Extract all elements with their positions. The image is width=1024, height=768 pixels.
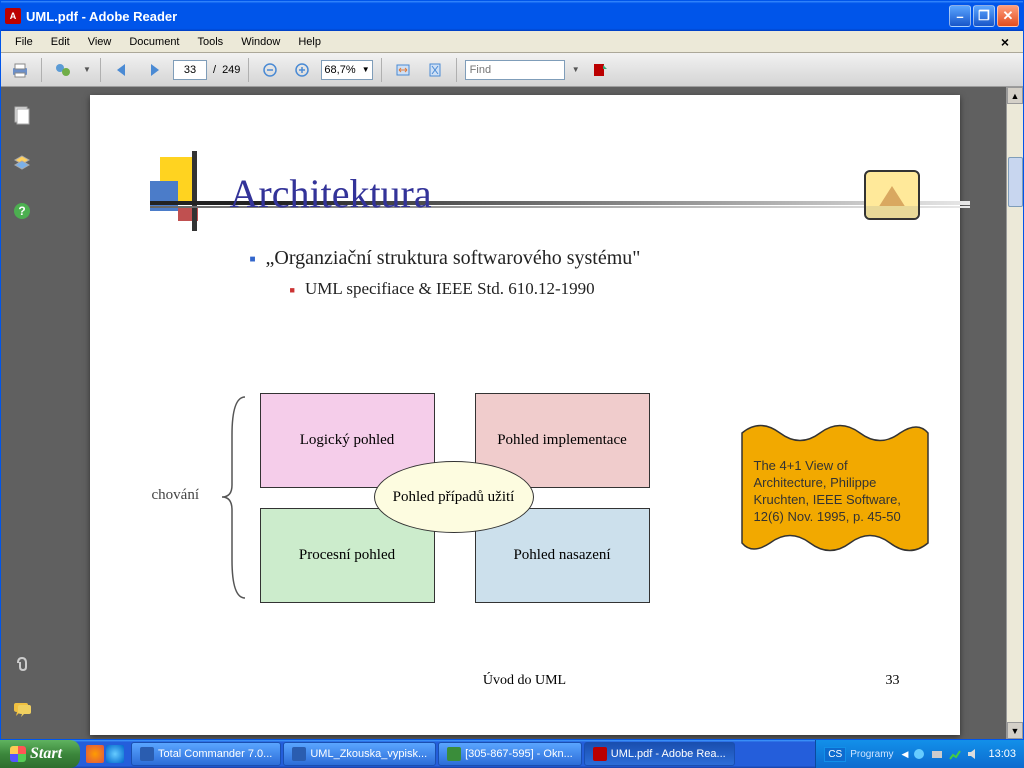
slide-footer-page: 33 [886,673,900,689]
zoom-select[interactable]: 68,7% ▼ [321,60,372,80]
app-icon: A [5,8,21,24]
note-text: The 4+1 View of Architecture, Philippe K… [754,458,920,526]
close-doc-button[interactable]: × [993,32,1017,52]
pages-panel-icon[interactable] [10,103,34,127]
menu-view[interactable]: View [80,34,120,50]
menubar: File Edit View Document Tools Window Hel… [1,31,1023,53]
scroll-up-button[interactable]: ▲ [1007,87,1023,104]
scroll-thumb[interactable] [1008,157,1023,207]
firefox-icon[interactable] [86,745,104,763]
volume-icon[interactable] [966,747,980,761]
prev-page-button[interactable] [109,57,135,83]
sidebar: ? [1,87,43,739]
menu-help[interactable]: Help [290,34,329,50]
titlebar[interactable]: A UML.pdf - Adobe Reader – ❐ ✕ [1,1,1023,31]
svg-text:?: ? [18,204,25,218]
slide-footer-center: Úvod do UML [483,673,566,689]
ie-icon[interactable] [106,745,124,763]
task-item[interactable]: UML_Zkouska_vypisk... [283,742,436,766]
scroll-down-button[interactable]: ▼ [1007,722,1023,739]
box-usecase: Pohled případů užití [374,461,534,533]
slide-title: Architektura [230,170,432,217]
reference-note: The 4+1 View of Architecture, Philippe K… [740,413,930,563]
behaviour-label: chování [152,487,199,504]
pyramid-icon [864,170,920,220]
menu-edit[interactable]: Edit [43,34,78,50]
window-title: UML.pdf - Adobe Reader [26,9,949,24]
fit-width-button[interactable] [390,57,416,83]
views-diagram: Logický pohled Pohled implementace Proce… [260,393,650,603]
tray-expand-icon[interactable]: ◀ [902,749,909,760]
vertical-scrollbar[interactable]: ▲ ▼ [1006,87,1023,739]
toolbar: ▼ / 249 68,7% ▼ ▼ [1,53,1023,87]
menu-tools[interactable]: Tools [190,34,232,50]
bullet-2: UML specifiace & IEEE Std. 610.12-1990 [290,279,595,299]
zoom-in-button[interactable] [289,57,315,83]
close-button[interactable]: ✕ [997,5,1019,27]
app-window: A UML.pdf - Adobe Reader – ❐ ✕ File Edit… [0,0,1024,740]
pdf-button[interactable] [587,57,613,83]
fit-page-button[interactable] [422,57,448,83]
pdf-page: Architektura „Organziační struktura soft… [90,95,960,735]
layers-panel-icon[interactable] [10,151,34,175]
taskbar: Start Total Commander 7.0... UML_Zkouska… [0,740,1024,768]
zoom-out-button[interactable] [257,57,283,83]
comments-panel-icon[interactable] [10,699,34,723]
task-item[interactable]: [305-867-595] - Okn... [438,742,582,766]
page-total: 249 [222,64,240,76]
system-tray: CS Programy ◀ 13:03 [815,740,1024,768]
clock[interactable]: 13:03 [988,748,1016,760]
tray-icon[interactable] [912,747,926,761]
task-item-active[interactable]: UML.pdf - Adobe Rea... [584,742,735,766]
task-item[interactable]: Total Commander 7.0... [131,742,281,766]
menu-file[interactable]: File [7,34,41,50]
page-input[interactable] [173,60,207,80]
bullet-1: „Organziační struktura softwarového syst… [250,247,641,270]
maximize-button[interactable]: ❐ [973,5,995,27]
language-indicator[interactable]: CS [824,747,846,762]
minimize-button[interactable]: – [949,5,971,27]
next-page-button[interactable] [141,57,167,83]
quick-launch [80,745,130,763]
brace-icon [220,395,250,600]
page-sep: / [213,64,216,76]
start-button[interactable]: Start [0,740,80,768]
document-area[interactable]: Architektura „Organziační struktura soft… [43,87,1006,739]
tray-icon[interactable] [930,747,944,761]
collab-dropdown[interactable]: ▼ [82,65,92,74]
tray-label[interactable]: Programy [850,749,893,760]
menu-window[interactable]: Window [233,34,288,50]
menu-document[interactable]: Document [121,34,187,50]
find-input[interactable] [465,60,565,80]
slide-logo [150,151,230,231]
find-dropdown[interactable]: ▼ [571,65,581,74]
help-panel-icon[interactable]: ? [10,199,34,223]
print-button[interactable] [7,57,33,83]
content-area: ? Architektura „Organziační struktura so… [1,87,1023,739]
tray-icon[interactable] [948,747,962,761]
collab-button[interactable] [50,57,76,83]
attachments-panel-icon[interactable] [10,651,34,675]
